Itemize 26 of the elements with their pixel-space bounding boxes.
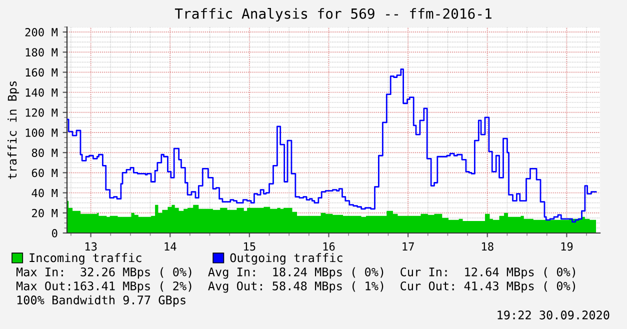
x-tick-label: 19: [561, 242, 573, 251]
y-tick-label: 40 M: [32, 188, 58, 198]
text: Max In: 32.26 MBps ( 0%) Avg In: 18.24 MBps ( 0%) Cur In: 12.64 MBps ( 0%): [16, 267, 576, 279]
y-tick-label: 60 M: [32, 168, 58, 178]
y-axis-title: traffic in Bps: [8, 81, 19, 179]
y-tick-label: 140 M: [26, 88, 58, 97]
y-tick-label: 120 M: [26, 108, 58, 117]
chart-title: Traffic Analysis for 569 -- ffm-2016-1: [174, 8, 492, 22]
y-tick-label: 0: [52, 229, 58, 238]
text: 19:22 30.09.2020: [498, 310, 610, 320]
y-tick-label: 160 M: [26, 68, 58, 77]
text: Max Out:163.41 MBps ( 2%) Avg Out: 58.48 MBps ( 1%) Cur Out: 41.43 MBps ( 0%): [16, 281, 576, 293]
x-tick-label: 16: [323, 242, 335, 251]
x-tick-label: 15: [244, 242, 256, 251]
legend-label: Outgoing traffic: [230, 253, 342, 265]
x-tick-label: 17: [402, 242, 414, 251]
y-tick-label: 20 M: [32, 208, 58, 218]
x-tick-label: 18: [482, 242, 494, 251]
y-tick-label: 80 M: [32, 148, 58, 158]
x-tick-label: 13: [85, 242, 97, 251]
x-tick-label: 14: [164, 242, 176, 251]
text: 100% Bandwidth 9.77 GBps: [17, 295, 186, 307]
y-tick-label: 180 M: [26, 48, 58, 57]
y-tick-label: 200 M: [25, 28, 58, 36]
y-tick-label: 100 M: [26, 128, 58, 137]
legend-label: Incoming traffic: [30, 253, 142, 265]
